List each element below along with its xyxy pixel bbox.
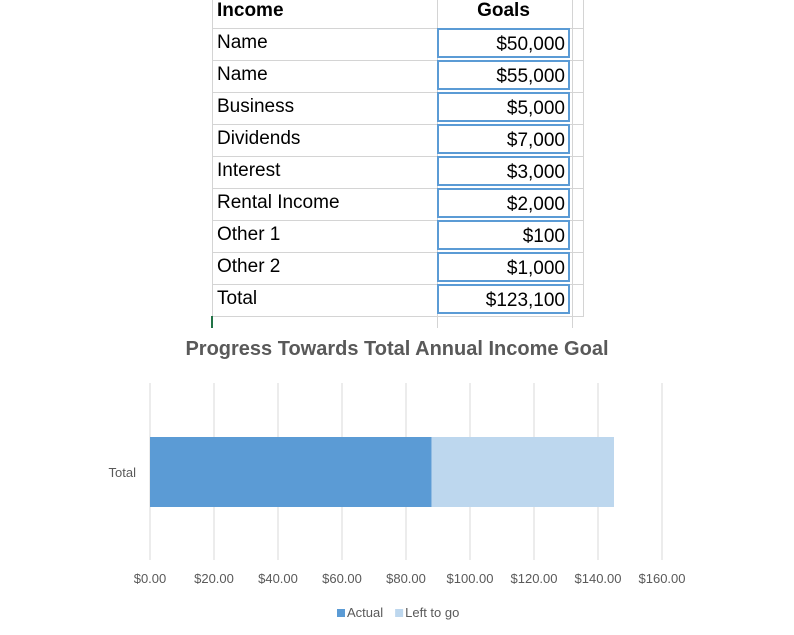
y-category-label: Total (109, 465, 137, 480)
income-label-cell[interactable]: Other 1 (217, 224, 281, 245)
goal-cell[interactable]: $1,000 (437, 252, 570, 282)
table-row: Name $55,000 (212, 60, 584, 93)
table-header-row: Income Goals (212, 0, 584, 29)
goal-cell[interactable]: $7,000 (437, 124, 570, 154)
x-tick-label: $100.00 (447, 571, 494, 586)
table-row: Other 2 $1,000 (212, 252, 584, 285)
goals-header[interactable]: Goals (477, 0, 530, 21)
table-row: Other 1 $100 (212, 220, 584, 253)
goal-cell[interactable]: $3,000 (437, 156, 570, 186)
x-tick-label: $40.00 (258, 571, 298, 586)
legend-label: Actual (347, 605, 383, 620)
bar-left-to-go (431, 437, 614, 507)
goal-cell[interactable]: $123,100 (437, 284, 570, 314)
table-row: Rental Income $2,000 (212, 188, 584, 221)
goal-value: $123,100 (485, 290, 565, 311)
gridline-vertical (572, 0, 573, 328)
goal-value: $3,000 (506, 162, 565, 183)
goal-value: $1,000 (506, 258, 565, 279)
income-label-cell[interactable]: Name (217, 64, 268, 85)
bar-actual (150, 437, 432, 507)
goal-value: $100 (522, 226, 565, 247)
gridline-vertical (212, 0, 213, 328)
goal-value: $55,000 (496, 66, 565, 87)
goal-cell[interactable]: $5,000 (437, 92, 570, 122)
x-tick-label: $60.00 (322, 571, 362, 586)
table-row: Name $50,000 (212, 28, 584, 61)
table-row: Interest $3,000 (212, 156, 584, 189)
goal-cell[interactable]: $2,000 (437, 188, 570, 218)
income-label-cell[interactable]: Other 2 (217, 256, 281, 277)
income-label-cell[interactable]: Total (217, 288, 258, 309)
goal-cell[interactable]: $50,000 (437, 28, 570, 58)
table-row: Total $123,100 (212, 284, 584, 317)
income-label-cell[interactable]: Name (217, 32, 268, 53)
x-tick-label: $80.00 (386, 571, 426, 586)
x-tick-label: $160.00 (639, 571, 686, 586)
legend-label: Left to go (405, 605, 459, 620)
goal-value: $7,000 (506, 130, 565, 151)
goal-cell[interactable]: $100 (437, 220, 570, 250)
goal-cell[interactable]: $55,000 (437, 60, 570, 90)
legend-swatch (395, 609, 404, 617)
table-row: Dividends $7,000 (212, 124, 584, 157)
income-label-cell[interactable]: Rental Income (217, 192, 340, 213)
income-label-cell[interactable]: Business (217, 96, 295, 117)
table-row: Business $5,000 (212, 92, 584, 125)
chart-title: Progress Towards Total Annual Income Goa… (185, 338, 609, 360)
x-tick-label: $120.00 (511, 571, 558, 586)
gridline-vertical (583, 0, 584, 316)
x-tick-label: $0.00 (134, 571, 167, 586)
goal-value: $5,000 (506, 98, 565, 119)
goal-value: $50,000 (496, 34, 565, 55)
x-tick-label: $20.00 (194, 571, 234, 586)
income-label-cell[interactable]: Interest (217, 160, 281, 181)
x-tick-label: $140.00 (575, 571, 622, 586)
legend-swatch (337, 609, 345, 617)
income-header[interactable]: Income (217, 0, 284, 21)
income-label-cell[interactable]: Dividends (217, 128, 301, 149)
active-cell-marker (211, 316, 213, 328)
goal-value: $2,000 (506, 194, 565, 215)
